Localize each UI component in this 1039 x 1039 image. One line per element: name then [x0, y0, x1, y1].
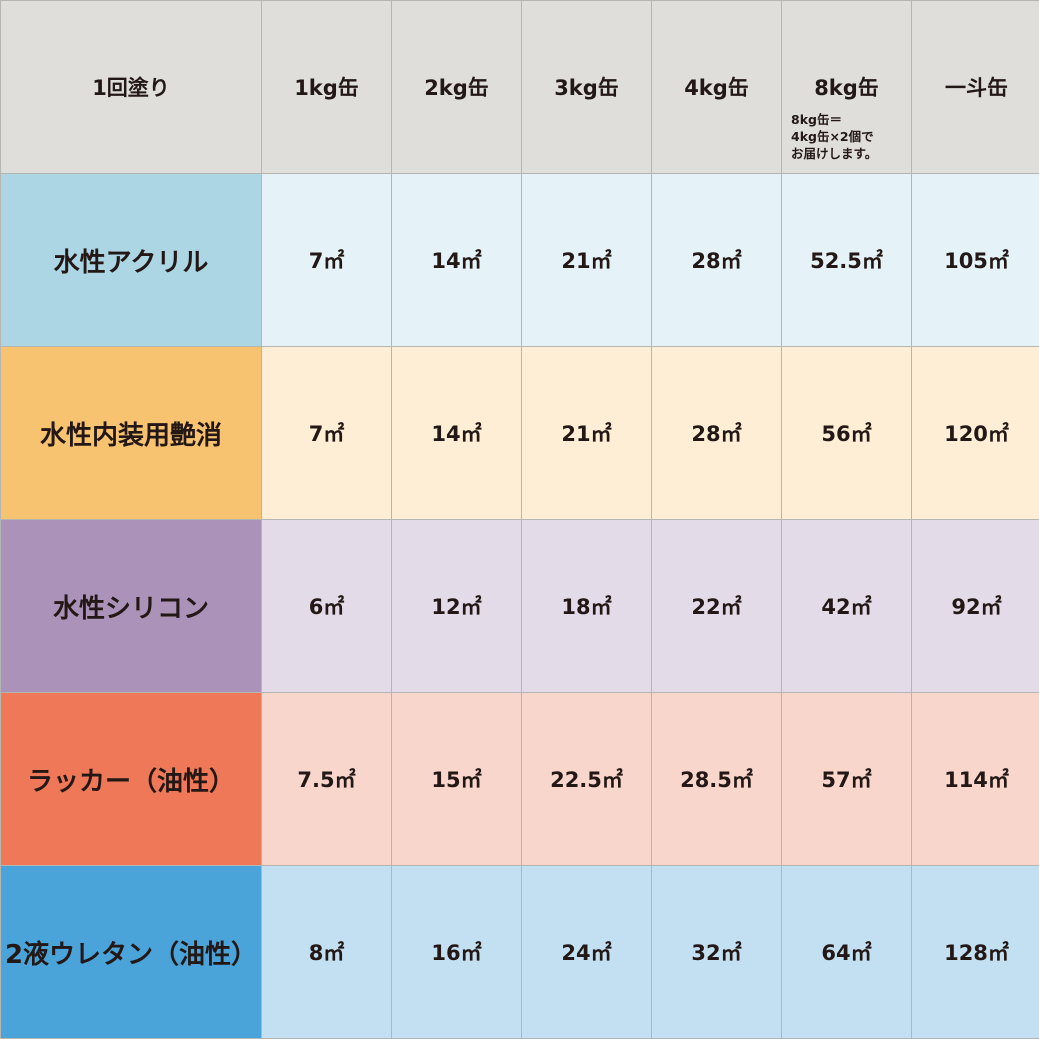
table-row: 水性内装用艶消 7㎡ 14㎡ 21㎡ 28㎡ 56㎡ 120㎡: [0, 346, 1039, 520]
coverage-cell: 57㎡: [781, 692, 912, 866]
paint-type-label: 水性シリコン: [0, 519, 262, 693]
coverage-cell: 22.5㎡: [521, 692, 652, 866]
coverage-cell: 28.5㎡: [651, 692, 782, 866]
column-header-8kg: 8kg缶 8kg缶＝ 4kg缶×2個で お届けします。: [781, 0, 912, 174]
coverage-cell: 24㎡: [521, 865, 652, 1039]
coverage-cell: 14㎡: [391, 346, 522, 520]
column-header: 一斗缶: [911, 0, 1039, 174]
coverage-cell: 42㎡: [781, 519, 912, 693]
table-row: ラッカー（油性） 7.5㎡ 15㎡ 22.5㎡ 28.5㎡ 57㎡ 114㎡: [0, 692, 1039, 866]
table-row: 水性シリコン 6㎡ 12㎡ 18㎡ 22㎡ 42㎡ 92㎡: [0, 519, 1039, 693]
coverage-cell: 6㎡: [261, 519, 392, 693]
note-line: 4kg缶×2個で: [791, 129, 874, 144]
coverage-cell: 64㎡: [781, 865, 912, 1039]
coverage-cell: 15㎡: [391, 692, 522, 866]
coverage-cell: 52.5㎡: [781, 173, 912, 347]
column-header: 4kg缶: [651, 0, 782, 174]
corner-header: 1回塗り: [0, 0, 262, 174]
column-header: 3kg缶: [521, 0, 652, 174]
header-row: 1回塗り 1kg缶 2kg缶 3kg缶 4kg缶 8kg缶 8kg缶＝ 4kg缶…: [0, 0, 1039, 174]
coverage-cell: 22㎡: [651, 519, 782, 693]
paint-type-label: ラッカー（油性）: [0, 692, 262, 866]
column-header: 2kg缶: [391, 0, 522, 174]
coverage-cell: 105㎡: [911, 173, 1039, 347]
coverage-cell: 28㎡: [651, 173, 782, 347]
column-header-label: 8kg缶: [814, 76, 879, 100]
coverage-cell: 21㎡: [521, 173, 652, 347]
table-row: 水性アクリル 7㎡ 14㎡ 21㎡ 28㎡ 52.5㎡ 105㎡: [0, 173, 1039, 347]
coverage-cell: 8㎡: [261, 865, 392, 1039]
paint-type-label: 水性内装用艶消: [0, 346, 262, 520]
coverage-cell: 128㎡: [911, 865, 1039, 1039]
coverage-cell: 28㎡: [651, 346, 782, 520]
note-line: 8kg缶＝: [791, 112, 842, 127]
table-row: 2液ウレタン（油性） 8㎡ 16㎡ 24㎡ 32㎡ 64㎡ 128㎡: [0, 865, 1039, 1039]
coverage-cell: 92㎡: [911, 519, 1039, 693]
column-header: 1kg缶: [261, 0, 392, 174]
coverage-cell: 16㎡: [391, 865, 522, 1039]
coverage-cell: 7㎡: [261, 346, 392, 520]
coverage-cell: 32㎡: [651, 865, 782, 1039]
paint-type-label: 2液ウレタン（油性）: [0, 865, 262, 1039]
coverage-cell: 56㎡: [781, 346, 912, 520]
paint-type-label: 水性アクリル: [0, 173, 262, 347]
coverage-cell: 7㎡: [261, 173, 392, 347]
coverage-cell: 7.5㎡: [261, 692, 392, 866]
coverage-cell: 114㎡: [911, 692, 1039, 866]
coverage-cell: 120㎡: [911, 346, 1039, 520]
coverage-cell: 12㎡: [391, 519, 522, 693]
note-line: お届けします。: [791, 146, 878, 161]
coverage-cell: 18㎡: [521, 519, 652, 693]
coverage-cell: 21㎡: [521, 346, 652, 520]
8kg-note: 8kg缶＝ 4kg缶×2個で お届けします。: [791, 111, 877, 162]
coverage-cell: 14㎡: [391, 173, 522, 347]
